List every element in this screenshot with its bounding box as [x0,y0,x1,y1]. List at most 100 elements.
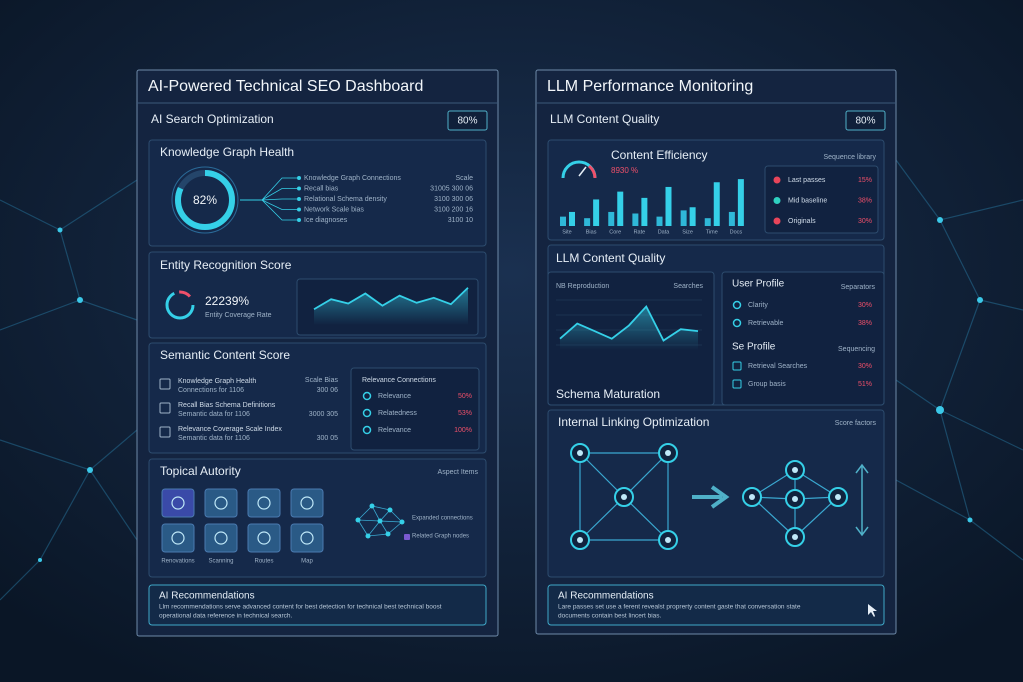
link-node-core [792,534,798,540]
card-title: LLM Content Quality [556,251,665,265]
link-edge [579,452,625,498]
item-value: 300 05 [317,435,339,442]
badge-value: 80% [855,116,875,127]
row-label: Knowledge Graph Connections [304,175,401,182]
graph-node [369,503,375,509]
row-label: Last passes [788,177,826,184]
graph-edge [357,519,381,522]
bar [617,191,624,226]
column-header: Scale Bias [305,377,339,384]
item-label: Relevance Coverage Scale Index [178,426,282,433]
graph-edge [357,519,369,537]
tile-label: Map [301,559,313,565]
row-value: 31005 300 06 [430,185,473,192]
tile-glyph [171,531,185,545]
badge [447,110,488,131]
card-title: Knowledge Graph Health [160,145,294,159]
link-node-core [665,450,671,456]
row-value: 30% [858,363,872,370]
graph-edge [379,520,403,523]
row-icon [732,379,742,389]
card-title: AI Recommendations [159,591,255,602]
gauge-label: 82% [193,193,217,207]
row-value: 50% [458,393,472,400]
card [547,584,885,626]
icon-tile [290,523,324,553]
connector [240,199,298,221]
x-tick-label: Size [682,229,693,235]
tile-glyph [300,531,314,545]
chart-title: NB Reproduction [556,283,609,290]
item-sub: Semantic data for 1106 [178,411,250,418]
graph-node [377,518,383,524]
icon-tile [290,488,324,518]
graph-edge [389,509,403,523]
link-node-core [835,494,841,500]
item-label: Recall Bias Schema Definitions [178,402,276,409]
row-value: 51% [858,381,872,388]
tile-label: Scanning [208,559,233,565]
speed-needle [578,166,587,177]
link-node-core [792,496,798,502]
mini-gauge-accent [165,290,195,320]
row-label: Mid baseline [788,197,827,204]
row-label: Ice diagnoses [304,217,348,224]
speed-gauge-red [587,164,597,179]
graph-node [387,507,393,513]
tile-glyph [257,531,271,545]
graph-node [355,517,361,523]
icon-tile [161,488,195,518]
item-icon [159,402,171,414]
link-node-core [621,494,627,500]
legend-text: Related Graph nodes [412,534,469,540]
link-edge [623,496,669,541]
bar [713,182,720,226]
row-value: 3100 200 16 [434,206,473,213]
section-footer: Schema Maturation [556,387,660,401]
x-tick-label: Docs [730,229,743,235]
row-dot [732,318,742,328]
recommendation-text: documents contain best lincert bias. [558,613,662,620]
row-label: Retrieval Searches [748,363,808,370]
tile-glyph [214,496,228,510]
x-tick-label: Site [562,229,571,235]
link-node-core [749,494,755,500]
link-edge [623,452,669,498]
graph-node [385,531,391,537]
link-node-core [792,467,798,473]
bar [593,199,600,226]
graph-edge [371,505,391,511]
row-label: Network Scale bias [304,206,364,213]
icon-tile [204,488,238,518]
item-icon [159,426,171,438]
bar [680,210,687,226]
row-value: 3100 10 [448,217,473,224]
row-value: 38% [858,197,872,204]
row-value: 30% [858,218,872,225]
x-tick-label: Time [706,229,718,235]
card-title: Internal Linking Optimization [558,415,709,429]
row-label: Originals [788,218,816,225]
tile-label: Renovations [161,559,194,565]
row-label: Relevance [378,427,411,434]
row-dot [362,391,372,401]
profile-title: Se Profile [732,342,776,353]
bar [656,216,663,226]
x-tick-label: Bias [586,229,597,235]
row-label: Retrievable [748,320,784,327]
sub-box [350,367,480,451]
row-value: 38% [858,320,872,327]
row-value: Scale [455,175,473,182]
graph-edge [367,533,389,537]
card [148,584,487,626]
row-label: Clarity [748,302,768,309]
row-dot [732,300,742,310]
row-dot [773,217,781,225]
row-value: 30% [858,302,872,309]
sub-box [764,165,879,234]
icon-tile [247,488,281,518]
bar [584,218,591,226]
recommendation-text: operational data reference in technical … [159,613,293,620]
row-label: Relational Schema density [304,196,387,203]
efficiency-value: 8930 % [611,166,638,175]
